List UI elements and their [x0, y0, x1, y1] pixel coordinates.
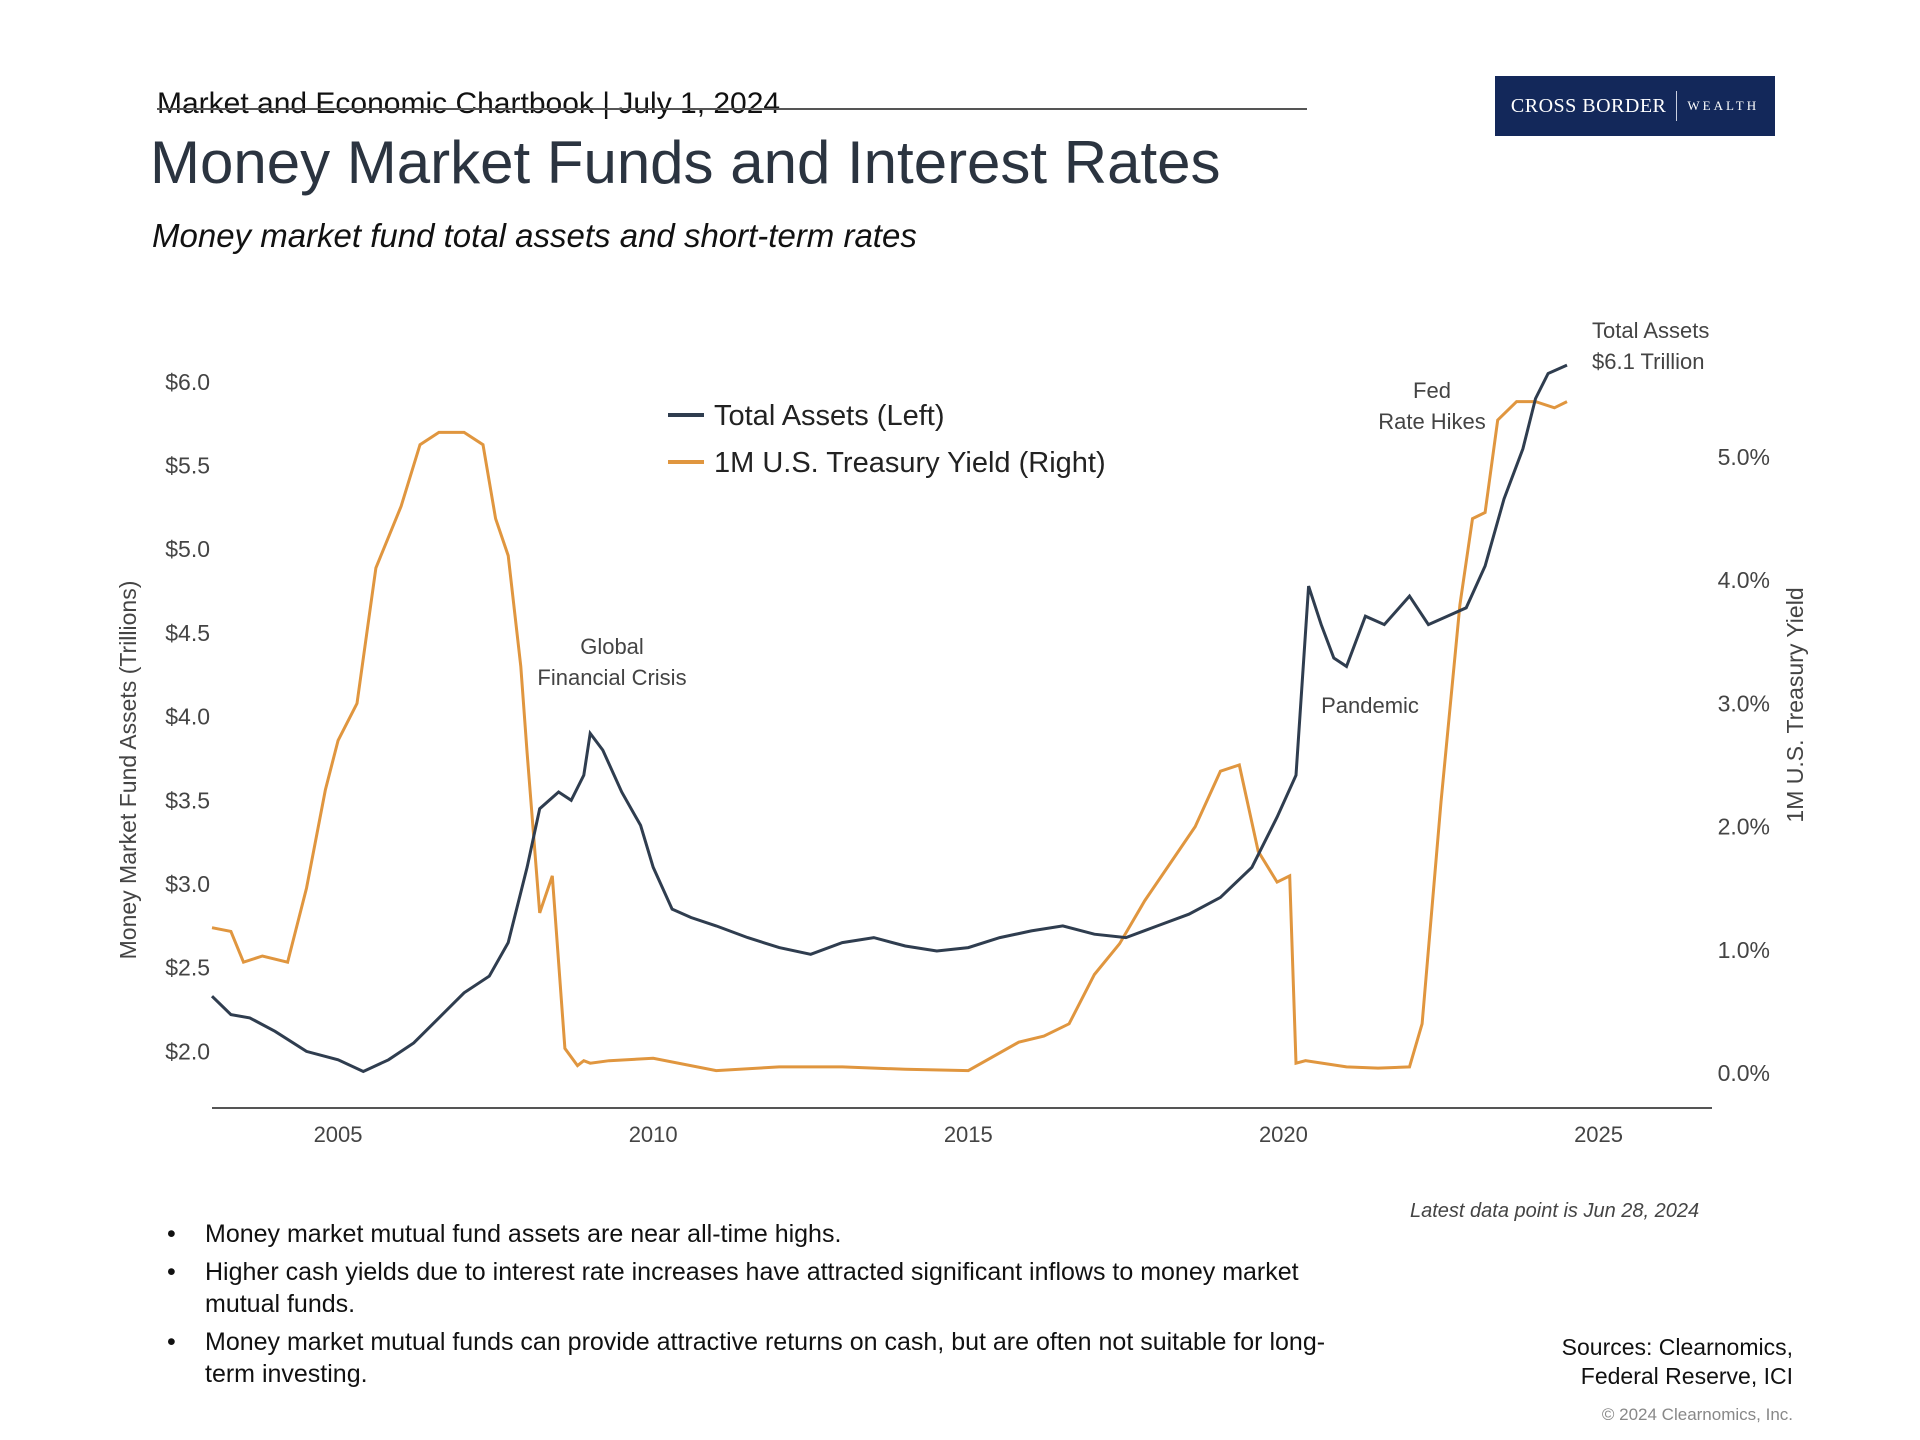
- y-right-tick-label: 1.0%: [1718, 937, 1770, 963]
- y-axis-right-label: 1M U.S. Treasury Yield: [1782, 587, 1808, 822]
- y-left-tick-label: $3.5: [165, 787, 210, 813]
- list-item: • Money market mutual funds can provide …: [165, 1326, 1355, 1390]
- y-left-tick-label: $4.5: [165, 620, 210, 646]
- y-right-tick-label: 0.0%: [1718, 1060, 1770, 1086]
- sources-line: Federal Reserve, ICI: [1580, 1363, 1793, 1389]
- bullet-text: Higher cash yields due to interest rate …: [205, 1258, 1299, 1318]
- series-line-treasury-yield: [211, 400, 1568, 1073]
- y-right-tick-label: 2.0%: [1718, 814, 1770, 840]
- logo-separator: [1676, 91, 1678, 121]
- x-tick-label: 2010: [629, 1122, 678, 1147]
- annotation-total-line1: Total Assets: [1592, 318, 1709, 343]
- annotation-pandemic: Pandemic: [1321, 693, 1419, 718]
- bullet-dot: •: [167, 1258, 176, 1286]
- annotation-gfc-line1: Global: [580, 634, 644, 659]
- list-item: • Money market mutual fund assets are ne…: [165, 1218, 1355, 1250]
- legend: Total Assets (Left) 1M U.S. Treasury Yie…: [668, 400, 1106, 479]
- y-right-tick-label: 3.0%: [1718, 690, 1770, 716]
- x-tick-label: 2015: [944, 1122, 993, 1147]
- bullet-text: Money market mutual funds can provide at…: [205, 1328, 1326, 1388]
- y-axis-left-label: Money Market Fund Assets (Trillions): [115, 581, 141, 960]
- y-left-tick-label: $2.0: [165, 1038, 210, 1064]
- annotation-fed-line2: Rate Hikes: [1378, 409, 1486, 434]
- legend-label-treasury-yield: 1M U.S. Treasury Yield (Right): [714, 447, 1106, 479]
- annotation-gfc-line2: Financial Crisis: [537, 665, 686, 690]
- x-tick-label: 2020: [1259, 1122, 1308, 1147]
- bullet-dot: •: [167, 1220, 176, 1248]
- brand-logo: CROSS BORDER WEALTH: [1495, 76, 1775, 136]
- list-item: • Higher cash yields due to interest rat…: [165, 1256, 1355, 1320]
- page-title: Money Market Funds and Interest Rates: [150, 129, 1221, 196]
- annotation-fed-line1: Fed: [1413, 378, 1451, 403]
- bullet-dot: •: [167, 1328, 176, 1356]
- x-tick-label: 2025: [1574, 1122, 1623, 1147]
- y-left-tick-label: $5.5: [165, 453, 210, 479]
- y-left-tick-label: $6.0: [165, 369, 210, 395]
- page-subtitle: Money market fund total assets and short…: [152, 217, 917, 254]
- latest-data-note: Latest data point is Jun 28, 2024: [1410, 1200, 1700, 1222]
- bullet-list: • Money market mutual fund assets are ne…: [165, 1218, 1355, 1396]
- legend-label-total-assets: Total Assets (Left): [714, 400, 945, 432]
- annotation-total-line2: $6.1 Trillion: [1592, 349, 1705, 374]
- y-right-tick-label: 4.0%: [1718, 567, 1770, 593]
- copyright: © 2024 Clearnomics, Inc.: [1601, 1405, 1793, 1424]
- header-divider: [157, 108, 1307, 110]
- logo-main-text: CROSS BORDER: [1510, 94, 1667, 117]
- logo-sub-text: WEALTH: [1687, 98, 1760, 113]
- x-tick-label: 2005: [314, 1122, 363, 1147]
- y-left-tick-label: $5.0: [165, 536, 210, 562]
- sources-line: Sources: Clearnomics,: [1561, 1334, 1793, 1360]
- y-left-tick-label: $2.5: [165, 955, 210, 981]
- y-left-tick-label: $3.0: [165, 871, 210, 897]
- y-left-tick-label: $4.0: [165, 704, 210, 730]
- bullet-text: Money market mutual fund assets are near…: [205, 1220, 842, 1248]
- y-right-tick-label: 5.0%: [1718, 444, 1770, 470]
- chartbook-header: Market and Economic Chartbook | July 1, …: [157, 87, 781, 120]
- series-line-total-assets: [210, 363, 1568, 1074]
- sources: Sources: Clearnomics, Federal Reserve, I…: [1562, 1333, 1793, 1391]
